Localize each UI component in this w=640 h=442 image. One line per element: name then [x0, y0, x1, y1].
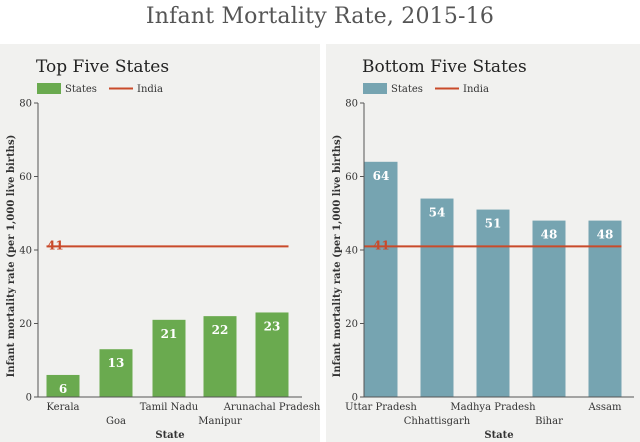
bottom-chart-title: Bottom Five States	[362, 57, 527, 77]
top-bar	[152, 319, 186, 397]
top-india-reference-label: 41	[47, 238, 64, 252]
top-chart-title: Top Five States	[36, 57, 169, 77]
top-legend-states-label: States	[65, 84, 97, 95]
bottom-bar	[476, 209, 510, 397]
top-bar	[203, 316, 237, 397]
bottom-bar	[420, 198, 454, 397]
top-x-tick-label: Kerala	[46, 402, 79, 413]
bottom-bar	[364, 161, 398, 397]
top-legend-india-label: India	[137, 84, 163, 95]
top-y-tick-label: 0	[26, 393, 32, 404]
bottom-y-tick-label: 20	[345, 319, 358, 330]
bottom-y-axis-title: Infant mortality rate (per 1,000 live bi…	[332, 135, 343, 378]
bottom-bar-value-label: 48	[541, 228, 558, 242]
top-legend-states-swatch	[37, 83, 61, 94]
top-y-tick-label: 40	[19, 246, 32, 257]
top-bar-value-label: 6	[59, 382, 67, 396]
bottom-x-tick-label: Uttar Pradesh	[345, 402, 417, 413]
bottom-y-tick-label: 60	[345, 172, 358, 183]
top-bar-value-label: 13	[108, 356, 125, 370]
top-x-tick-label: Goa	[106, 416, 126, 427]
top-y-tick-label: 80	[19, 99, 32, 110]
bottom-x-axis-title: State	[484, 430, 513, 441]
bottom-bar-value-label: 51	[485, 217, 502, 231]
bottom-legend-india-label: India	[463, 84, 489, 95]
top-y-axis-title: Infant mortality rate (per 1,000 live bi…	[6, 135, 17, 378]
bottom-india-reference-label: 41	[373, 238, 390, 252]
bottom-y-tick-label: 80	[345, 99, 358, 110]
top-x-axis-title: State	[155, 430, 184, 441]
main-title: Infant Mortality Rate, 2015-16	[145, 4, 495, 29]
top-bar-value-label: 21	[161, 327, 178, 341]
bottom-bar	[588, 220, 622, 397]
top-bar	[46, 374, 80, 397]
top-x-tick-label: Manipur	[198, 416, 242, 427]
bottom-legend-states-label: States	[391, 84, 423, 95]
bottom-bar-value-label: 48	[597, 228, 614, 242]
top-bar	[255, 312, 289, 397]
top-bar-value-label: 22	[212, 323, 229, 337]
bottom-x-tick-label: Bihar	[535, 416, 563, 427]
bottom-y-tick-label: 40	[345, 246, 358, 257]
bottom-bar-value-label: 54	[429, 206, 446, 220]
bottom-bar	[532, 220, 566, 397]
bottom-x-tick-label: Chhattisgarh	[404, 416, 471, 427]
bottom-bar-value-label: 64	[373, 169, 390, 183]
top-bar	[99, 349, 133, 397]
top-y-tick-label: 20	[19, 319, 32, 330]
top-y-tick-label: 60	[19, 172, 32, 183]
top-bar-value-label: 23	[264, 319, 281, 333]
top-x-tick-label: Tamil Nadu	[140, 402, 199, 413]
bottom-x-tick-label: Assam	[588, 402, 622, 413]
top-x-tick-label: Arunachal Pradesh	[223, 402, 321, 413]
bottom-y-tick-label: 0	[352, 393, 358, 404]
bottom-legend-states-swatch	[363, 83, 387, 94]
bottom-x-tick-label: Madhya Pradesh	[450, 402, 536, 413]
